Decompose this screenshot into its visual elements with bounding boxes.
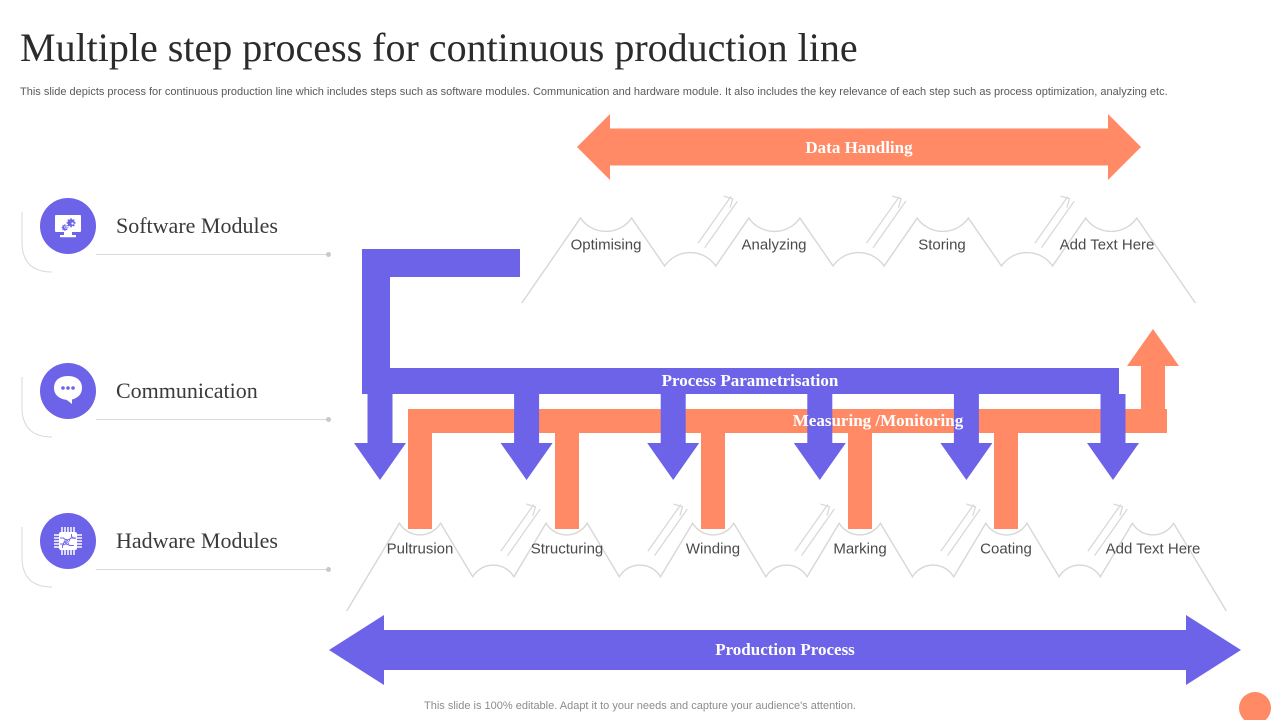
svg-text:Measuring /Monitoring: Measuring /Monitoring (793, 411, 964, 430)
svg-text:Process Parametrisation: Process Parametrisation (662, 371, 839, 390)
svg-text:Production Process: Production Process (715, 640, 855, 659)
svg-text:Data Handling: Data Handling (805, 138, 913, 157)
